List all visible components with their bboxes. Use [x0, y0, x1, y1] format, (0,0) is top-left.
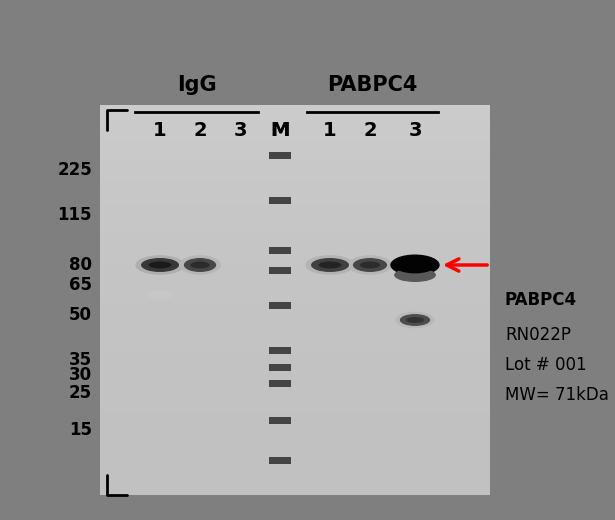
Ellipse shape	[190, 262, 210, 268]
Text: Lot # 001: Lot # 001	[505, 356, 587, 374]
Bar	[269, 457, 291, 463]
Bar	[269, 302, 291, 308]
Text: 25: 25	[69, 384, 92, 402]
Ellipse shape	[184, 258, 216, 272]
Bar	[269, 246, 291, 253]
Text: 15: 15	[69, 421, 92, 439]
Text: 35: 35	[69, 351, 92, 369]
Bar	[269, 197, 291, 203]
Bar	[269, 266, 291, 274]
Bar	[100, 105, 490, 495]
Ellipse shape	[395, 311, 435, 328]
Ellipse shape	[311, 258, 349, 272]
Text: 65: 65	[69, 276, 92, 294]
Text: 30: 30	[69, 366, 92, 384]
Text: 2: 2	[363, 121, 377, 139]
Ellipse shape	[148, 290, 172, 300]
Text: M: M	[271, 121, 290, 139]
Ellipse shape	[305, 255, 355, 275]
Bar	[269, 380, 291, 386]
Text: MW= 71kDa: MW= 71kDa	[505, 386, 609, 404]
Text: 2: 2	[193, 121, 207, 139]
Text: 3: 3	[233, 121, 247, 139]
Text: PABPC4: PABPC4	[505, 291, 577, 309]
Ellipse shape	[347, 255, 392, 275]
Ellipse shape	[360, 262, 380, 268]
Text: RN022P: RN022P	[505, 326, 571, 344]
Ellipse shape	[406, 317, 424, 323]
Ellipse shape	[141, 258, 179, 272]
Text: 1: 1	[153, 121, 167, 139]
Ellipse shape	[179, 255, 221, 275]
Text: IgG: IgG	[177, 75, 217, 95]
Text: 80: 80	[69, 256, 92, 274]
Bar	[269, 151, 291, 159]
Bar	[269, 417, 291, 423]
Ellipse shape	[353, 258, 387, 272]
Ellipse shape	[135, 255, 184, 275]
Text: PABPC4: PABPC4	[327, 75, 417, 95]
Bar	[269, 346, 291, 354]
Ellipse shape	[391, 254, 440, 276]
Ellipse shape	[394, 256, 436, 274]
Ellipse shape	[400, 314, 430, 326]
Ellipse shape	[319, 262, 341, 268]
Text: M: M	[271, 121, 290, 139]
Text: 1: 1	[323, 121, 337, 139]
Ellipse shape	[149, 262, 172, 268]
Text: 115: 115	[57, 206, 92, 224]
Text: 225: 225	[57, 161, 92, 179]
Text: 3: 3	[408, 121, 422, 139]
Text: 50: 50	[69, 306, 92, 324]
Bar	[269, 363, 291, 370]
Ellipse shape	[394, 268, 436, 282]
